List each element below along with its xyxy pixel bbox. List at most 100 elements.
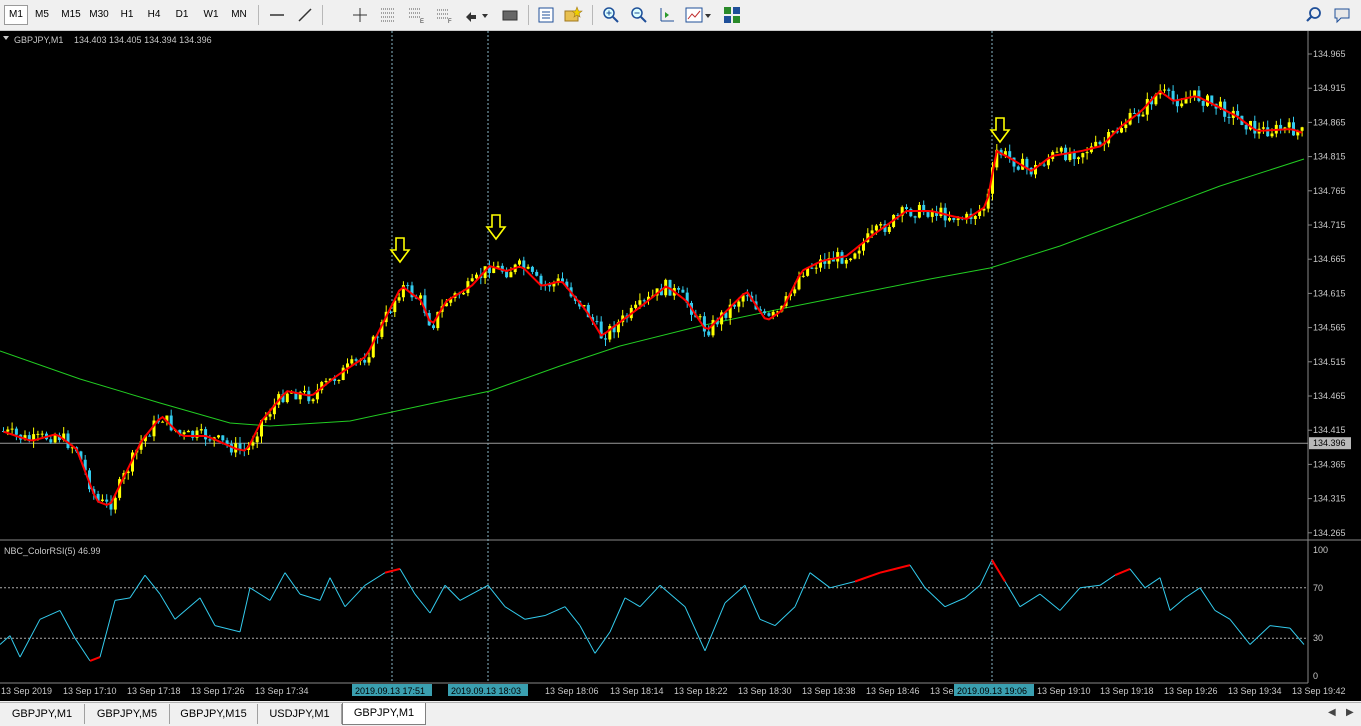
timeframe-h1-button[interactable]: H1 (120, 9, 134, 20)
crosshair-icon[interactable] (350, 5, 370, 25)
price-axis-label: 134.715 (1313, 220, 1346, 230)
tabs-scroll-left-icon[interactable]: ◀ (1328, 707, 1336, 718)
rsi-line-segment (1004, 581, 1021, 607)
price-axis-label: 134.615 (1313, 288, 1346, 298)
tab-gbpjpy-m15[interactable]: GBPJPY,M15 (170, 704, 258, 724)
bear-candle (505, 271, 509, 278)
price-axis-label: 134.765 (1313, 186, 1346, 196)
bull-candle (1141, 114, 1145, 117)
bull-candle (638, 300, 642, 305)
symbol-dropdown-icon[interactable] (3, 36, 9, 40)
bear-candle (225, 440, 229, 445)
bull-candle (315, 390, 319, 400)
bear-candle (333, 378, 337, 381)
bull-candle (255, 436, 259, 443)
bull-candle (1077, 157, 1080, 160)
bull-candle (737, 301, 741, 307)
fibonacci-expansion-icon[interactable]: E (406, 5, 426, 25)
bull-candle (6, 429, 10, 432)
bear-candle (913, 216, 917, 218)
fibonacci-retracement-icon[interactable] (378, 5, 398, 25)
search-icon[interactable] (1304, 5, 1324, 25)
rsi-line-segment (9, 635, 21, 658)
tabs-scroll-right-icon[interactable]: ▶ (1346, 707, 1354, 718)
timeframe-w1-button[interactable]: W1 (203, 9, 219, 20)
bear-candle (169, 415, 173, 431)
time-axis-label: 13 Sep 18:30 (738, 686, 792, 696)
timeframe-m5-button[interactable]: M5 (35, 9, 49, 20)
bull-candle (1111, 131, 1115, 133)
tab-gbpjpy-m1[interactable]: GBPJPY,M1 (0, 704, 85, 724)
rsi-line-segment (1289, 627, 1305, 645)
bear-candle (363, 359, 367, 363)
tab-gbpjpy-m5[interactable]: GBPJPY,M5 (85, 704, 170, 724)
bear-candle (1227, 116, 1231, 118)
rectangle-icon[interactable] (500, 5, 520, 25)
bull-candle (397, 297, 401, 301)
time-axis-label: 13 Sep 17:10 (63, 686, 117, 696)
rsi-line-segment (809, 572, 831, 589)
arrows-dropdown-icon[interactable] (462, 5, 492, 25)
timeframe-m30-button[interactable]: M30 (89, 9, 109, 20)
bull-candle (199, 429, 203, 431)
bull-candle (1003, 151, 1007, 156)
bull-candle (986, 193, 990, 209)
bear-candle (406, 285, 410, 287)
horizontal-line-icon[interactable] (267, 5, 287, 25)
tab-gbpjpy-m1-active[interactable]: GBPJPY,M1 (342, 703, 426, 725)
price-axis-label: 134.815 (1313, 152, 1346, 162)
bull-candle (862, 241, 865, 251)
favorites-icon[interactable] (563, 5, 583, 25)
bull-candle (371, 336, 375, 358)
bull-candle (814, 267, 818, 269)
bear-candle (595, 321, 599, 323)
rsi-line-segment (1144, 577, 1161, 589)
bull-candle (793, 289, 797, 294)
price-chart[interactable]: 134.965 134.915 134.865 134.815 134.765 134.7… (0, 31, 1361, 701)
bull-candle (857, 250, 861, 254)
rsi-line-segment (1099, 574, 1116, 586)
tab-usdjpy-m1[interactable]: USDJPY,M1 (258, 704, 342, 724)
bear-candle (376, 336, 380, 338)
bear-candle (831, 258, 835, 262)
timeframe-d1-button[interactable]: D1 (175, 9, 189, 20)
bull-candle (552, 282, 556, 287)
price-axis-label: 134.465 (1313, 391, 1346, 401)
bear-candle (823, 259, 827, 264)
bear-candle (204, 429, 208, 440)
timeframe-m1-button[interactable]: M1 (4, 5, 28, 25)
bull-candle (1261, 127, 1265, 129)
rsi-line-segment (284, 572, 301, 595)
rsi-extreme-segment (1114, 567, 1131, 577)
bear-candle (1197, 90, 1201, 101)
templates-icon[interactable] (722, 5, 742, 25)
timeframe-h4-button[interactable]: H4 (147, 9, 161, 20)
charts-dropdown-icon[interactable] (684, 5, 716, 25)
zoom-out-icon[interactable] (629, 5, 649, 25)
bull-candle (1059, 147, 1063, 152)
bull-candle (303, 390, 306, 393)
timeframe-m15-button[interactable]: M15 (61, 9, 81, 20)
chart-shift-icon[interactable] (657, 5, 677, 25)
bull-candle (801, 275, 805, 277)
market-watch-icon[interactable] (536, 5, 556, 25)
rsi-line-segment (214, 625, 241, 633)
bull-candle (866, 233, 870, 242)
rsi-line-segment (239, 587, 251, 633)
bear-candle (191, 430, 195, 438)
rsi-line-segment (59, 610, 76, 639)
fibonacci-fan-icon[interactable]: F (434, 5, 454, 25)
zoom-in-icon[interactable] (601, 5, 621, 25)
sell-arrow-icon (485, 214, 507, 241)
rsi-line-segment (579, 625, 596, 654)
rsi-line-segment (319, 577, 331, 601)
timeframe-mn-button[interactable]: MN (231, 9, 247, 20)
bear-candle (565, 281, 569, 288)
bear-candle (659, 288, 663, 296)
time-axis-label: 13 Sep 19:34 (1228, 686, 1282, 696)
bull-candle (1068, 152, 1072, 161)
trendline-icon[interactable] (295, 5, 315, 25)
bull-candle (939, 207, 943, 216)
bear-candle (952, 217, 956, 221)
chat-icon[interactable] (1332, 5, 1352, 25)
